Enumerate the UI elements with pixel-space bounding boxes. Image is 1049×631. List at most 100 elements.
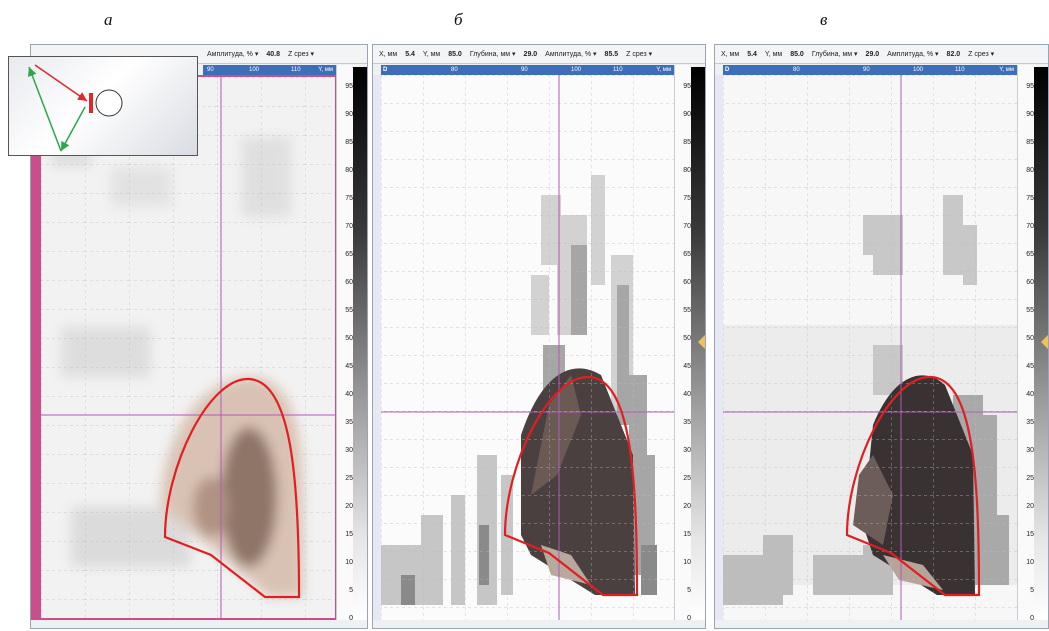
scale-tick: 85 — [683, 139, 691, 146]
scan-plot-c[interactable] — [723, 75, 1018, 620]
horizontal-ruler[interactable]: D 80 90 100 110 Y, мм — [723, 65, 1018, 75]
scale-tick: 30 — [345, 447, 353, 454]
toolbar: X, мм 5.4 Y, мм 85.0 Глубина, мм ▾ 29.0 … — [715, 45, 1048, 64]
scan-plot-b[interactable] — [381, 75, 675, 620]
ruler-tick-label: 100 — [913, 67, 924, 73]
vertical-ruler[interactable] — [373, 75, 381, 620]
scale-tick: 15 — [683, 531, 691, 538]
amplitude-scale: 95 90 85 80 75 70 65 60 55 50 45 40 35 3… — [674, 65, 693, 622]
scale-tick: 85 — [345, 139, 353, 146]
scale-tick: 70 — [683, 223, 691, 230]
scale-tick: 30 — [683, 447, 691, 454]
colorbar-slider-handle[interactable] — [1041, 333, 1048, 351]
scale-tick: 35 — [683, 419, 691, 426]
beam-diagram — [27, 64, 123, 152]
ruler-tick-label: 110 — [955, 67, 965, 73]
colorbar-slider-handle[interactable] — [698, 333, 705, 351]
amplitude-dropdown[interactable]: Амплитуда, % ▾ — [207, 51, 259, 58]
defect-marker — [89, 93, 93, 113]
defect-outline — [845, 375, 981, 597]
scale-tick: 80 — [345, 167, 353, 174]
horizontal-ruler[interactable]: D 80 90 100 110 Y, мм — [381, 65, 675, 75]
amplitude-scale: 95 90 85 80 75 70 65 60 55 50 45 40 35 3… — [1017, 65, 1036, 622]
scale-tick: 75 — [345, 195, 353, 202]
panel-letter-c: в — [820, 10, 828, 29]
ruler-tick-label: 100 — [249, 67, 260, 73]
scan-plot-a[interactable] — [39, 75, 337, 620]
depth-dropdown[interactable]: Глубина, мм ▾ — [811, 51, 858, 58]
scale-tick: 75 — [1026, 195, 1034, 202]
scale-tick: 5 — [687, 587, 691, 594]
vertical-ruler[interactable] — [31, 75, 39, 620]
scale-tick: 70 — [1026, 223, 1034, 230]
amplitude-dropdown[interactable]: Амплитуда, % ▾ — [545, 51, 597, 58]
scale-tick: 60 — [683, 279, 691, 286]
scale-tick: 30 — [1026, 447, 1034, 454]
amplitude-value: 40.8 — [266, 50, 280, 58]
scale-tick: 80 — [1026, 167, 1034, 174]
amplitude-dropdown[interactable]: Амплитуда, % ▾ — [887, 51, 939, 58]
ruler-tick-label: 80 — [451, 67, 458, 73]
scale-tick: 5 — [1030, 587, 1034, 594]
x-value: 5.4 — [747, 50, 757, 58]
z-slice-dropdown[interactable]: Z срез ▾ — [288, 51, 315, 58]
depth-dropdown[interactable]: Глубина, мм ▾ — [469, 51, 516, 58]
scale-tick: 75 — [683, 195, 691, 202]
scale-tick: 35 — [345, 419, 353, 426]
vertical-ruler[interactable] — [715, 75, 723, 620]
x-label: X, мм — [379, 50, 398, 58]
z-slice-dropdown[interactable]: Z срез ▾ — [968, 51, 995, 58]
ruler-tick-label: 110 — [613, 67, 623, 73]
scale-tick: 65 — [683, 251, 691, 258]
ruler-tick-label: 110 — [291, 67, 301, 73]
amplitude-value: 82.0 — [946, 50, 961, 58]
z-slice-dropdown[interactable]: Z срез ▾ — [626, 51, 653, 58]
scan-panel-b: X, мм 5.4 Y, мм 85.0 Глубина, мм ▾ 29.0 … — [372, 44, 706, 629]
amplitude-scale: 95 90 85 80 75 70 65 60 55 50 45 40 35 3… — [336, 65, 355, 622]
ruler-tick-label: 90 — [521, 67, 528, 73]
d-label: D — [383, 67, 388, 73]
depth-value: 29.0 — [865, 50, 880, 58]
scale-tick: 45 — [683, 363, 691, 370]
scan-image — [381, 75, 675, 620]
d-label: D — [725, 67, 730, 73]
defect-outline — [163, 377, 301, 599]
scale-tick: 70 — [345, 223, 353, 230]
defect-outline — [503, 375, 639, 597]
scale-tick: 40 — [1026, 391, 1034, 398]
scale-tick: 25 — [345, 475, 353, 482]
y-value: 85.0 — [448, 50, 462, 58]
amplitude-colorbar[interactable] — [353, 67, 367, 620]
y-axis-label: Y, мм — [999, 67, 1014, 73]
scale-tick: 25 — [1026, 475, 1034, 482]
scale-tick: 0 — [1030, 615, 1034, 622]
scan-image — [723, 75, 1018, 620]
scale-tick: 60 — [1026, 279, 1034, 286]
scale-tick: 60 — [345, 279, 353, 286]
horizontal-ruler[interactable]: 90 100 110 Y, мм — [203, 65, 337, 75]
incident-beam-arrow — [34, 64, 88, 102]
panel-letter-a: а — [104, 10, 113, 29]
scale-tick: 45 — [1026, 363, 1034, 370]
scale-tick: 55 — [345, 307, 353, 314]
scale-tick: 65 — [345, 251, 353, 258]
y-label: Y, мм — [422, 50, 441, 58]
scale-tick: 45 — [345, 363, 353, 370]
scale-tick: 95 — [345, 83, 353, 90]
scale-tick: 15 — [345, 531, 353, 538]
y-axis-label: Y, мм — [318, 67, 333, 73]
ruler-tick-label: 100 — [571, 67, 582, 73]
scale-tick: 15 — [1026, 531, 1034, 538]
scale-tick: 65 — [1026, 251, 1034, 258]
scale-tick: 95 — [1026, 83, 1034, 90]
scale-tick: 10 — [683, 559, 691, 566]
scale-tick: 20 — [1026, 503, 1034, 510]
scale-tick: 90 — [1026, 111, 1034, 118]
scale-tick: 25 — [683, 475, 691, 482]
ruler-tick-label: 90 — [207, 67, 214, 73]
y-label: Y, мм — [764, 50, 783, 58]
x-value: 5.4 — [405, 50, 415, 58]
scale-tick: 35 — [1026, 419, 1034, 426]
panel-letter-b: б — [454, 10, 463, 29]
scale-tick: 55 — [1026, 307, 1034, 314]
